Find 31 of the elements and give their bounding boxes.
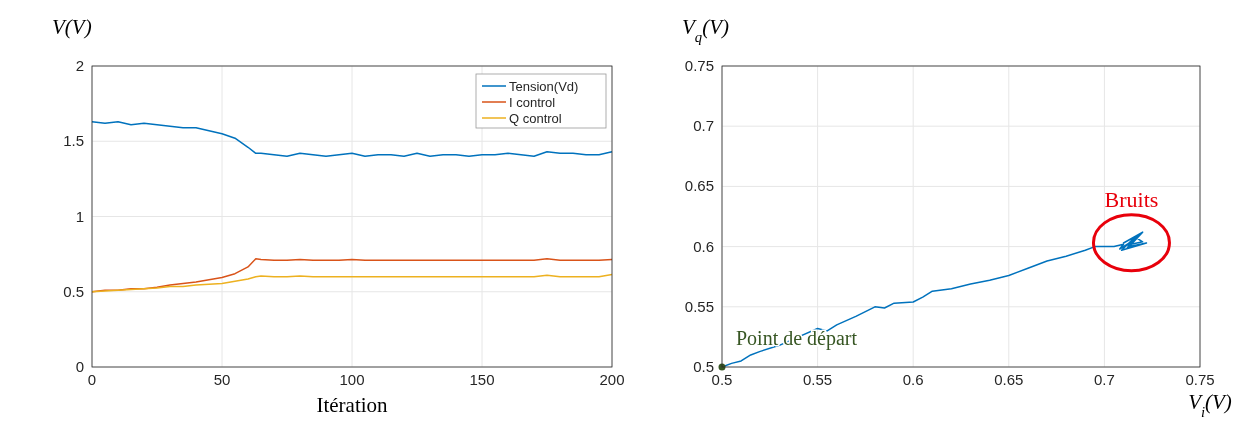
y-tick-label: 0.65 bbox=[684, 177, 714, 195]
x-tick-label: 0.6 bbox=[902, 371, 924, 388]
y-axis-title: V(V) bbox=[52, 15, 92, 39]
x-tick-label: 0.65 bbox=[994, 371, 1024, 388]
x-tick-label: 200 bbox=[599, 371, 625, 388]
x-axis-title: Itération bbox=[316, 393, 389, 417]
x-axis-title: V$_{i}$(V) bbox=[1188, 390, 1232, 420]
y-tick-label: 0.5 bbox=[63, 282, 84, 300]
x-tick-label: 50 bbox=[213, 371, 231, 388]
x-tick-label: 0.7 bbox=[1093, 371, 1115, 388]
legend-label: I control bbox=[509, 95, 556, 110]
legend-label: Tension(Vd) bbox=[509, 79, 579, 94]
y-tick-label: 0.75 bbox=[684, 57, 714, 74]
y-tick-label: 0.6 bbox=[693, 237, 714, 255]
legend-label: Q control bbox=[509, 111, 562, 126]
y-tick-label: 0.5 bbox=[693, 358, 714, 375]
y-tick-label: 1 bbox=[75, 207, 84, 225]
x-tick-label: 0.55 bbox=[803, 371, 833, 388]
line-series bbox=[91, 273, 613, 293]
y-tick-label: 0 bbox=[75, 358, 84, 375]
y-axis-title: V$_{q}$(V) bbox=[682, 15, 729, 45]
y-tick-label: 0.7 bbox=[693, 117, 714, 135]
annotation: Bruits bbox=[1104, 186, 1159, 212]
y-tick-label: 1.5 bbox=[63, 132, 84, 150]
y-tick-label: 2 bbox=[75, 57, 84, 74]
x-tick-label: 100 bbox=[339, 371, 365, 388]
x-tick-label: 150 bbox=[469, 371, 495, 388]
x-tick-label: 0.5 bbox=[711, 371, 733, 388]
x-tick-label: 0 bbox=[87, 371, 97, 388]
x-tick-label: 0.75 bbox=[1185, 371, 1215, 388]
y-tick-label: 0.55 bbox=[684, 297, 714, 315]
